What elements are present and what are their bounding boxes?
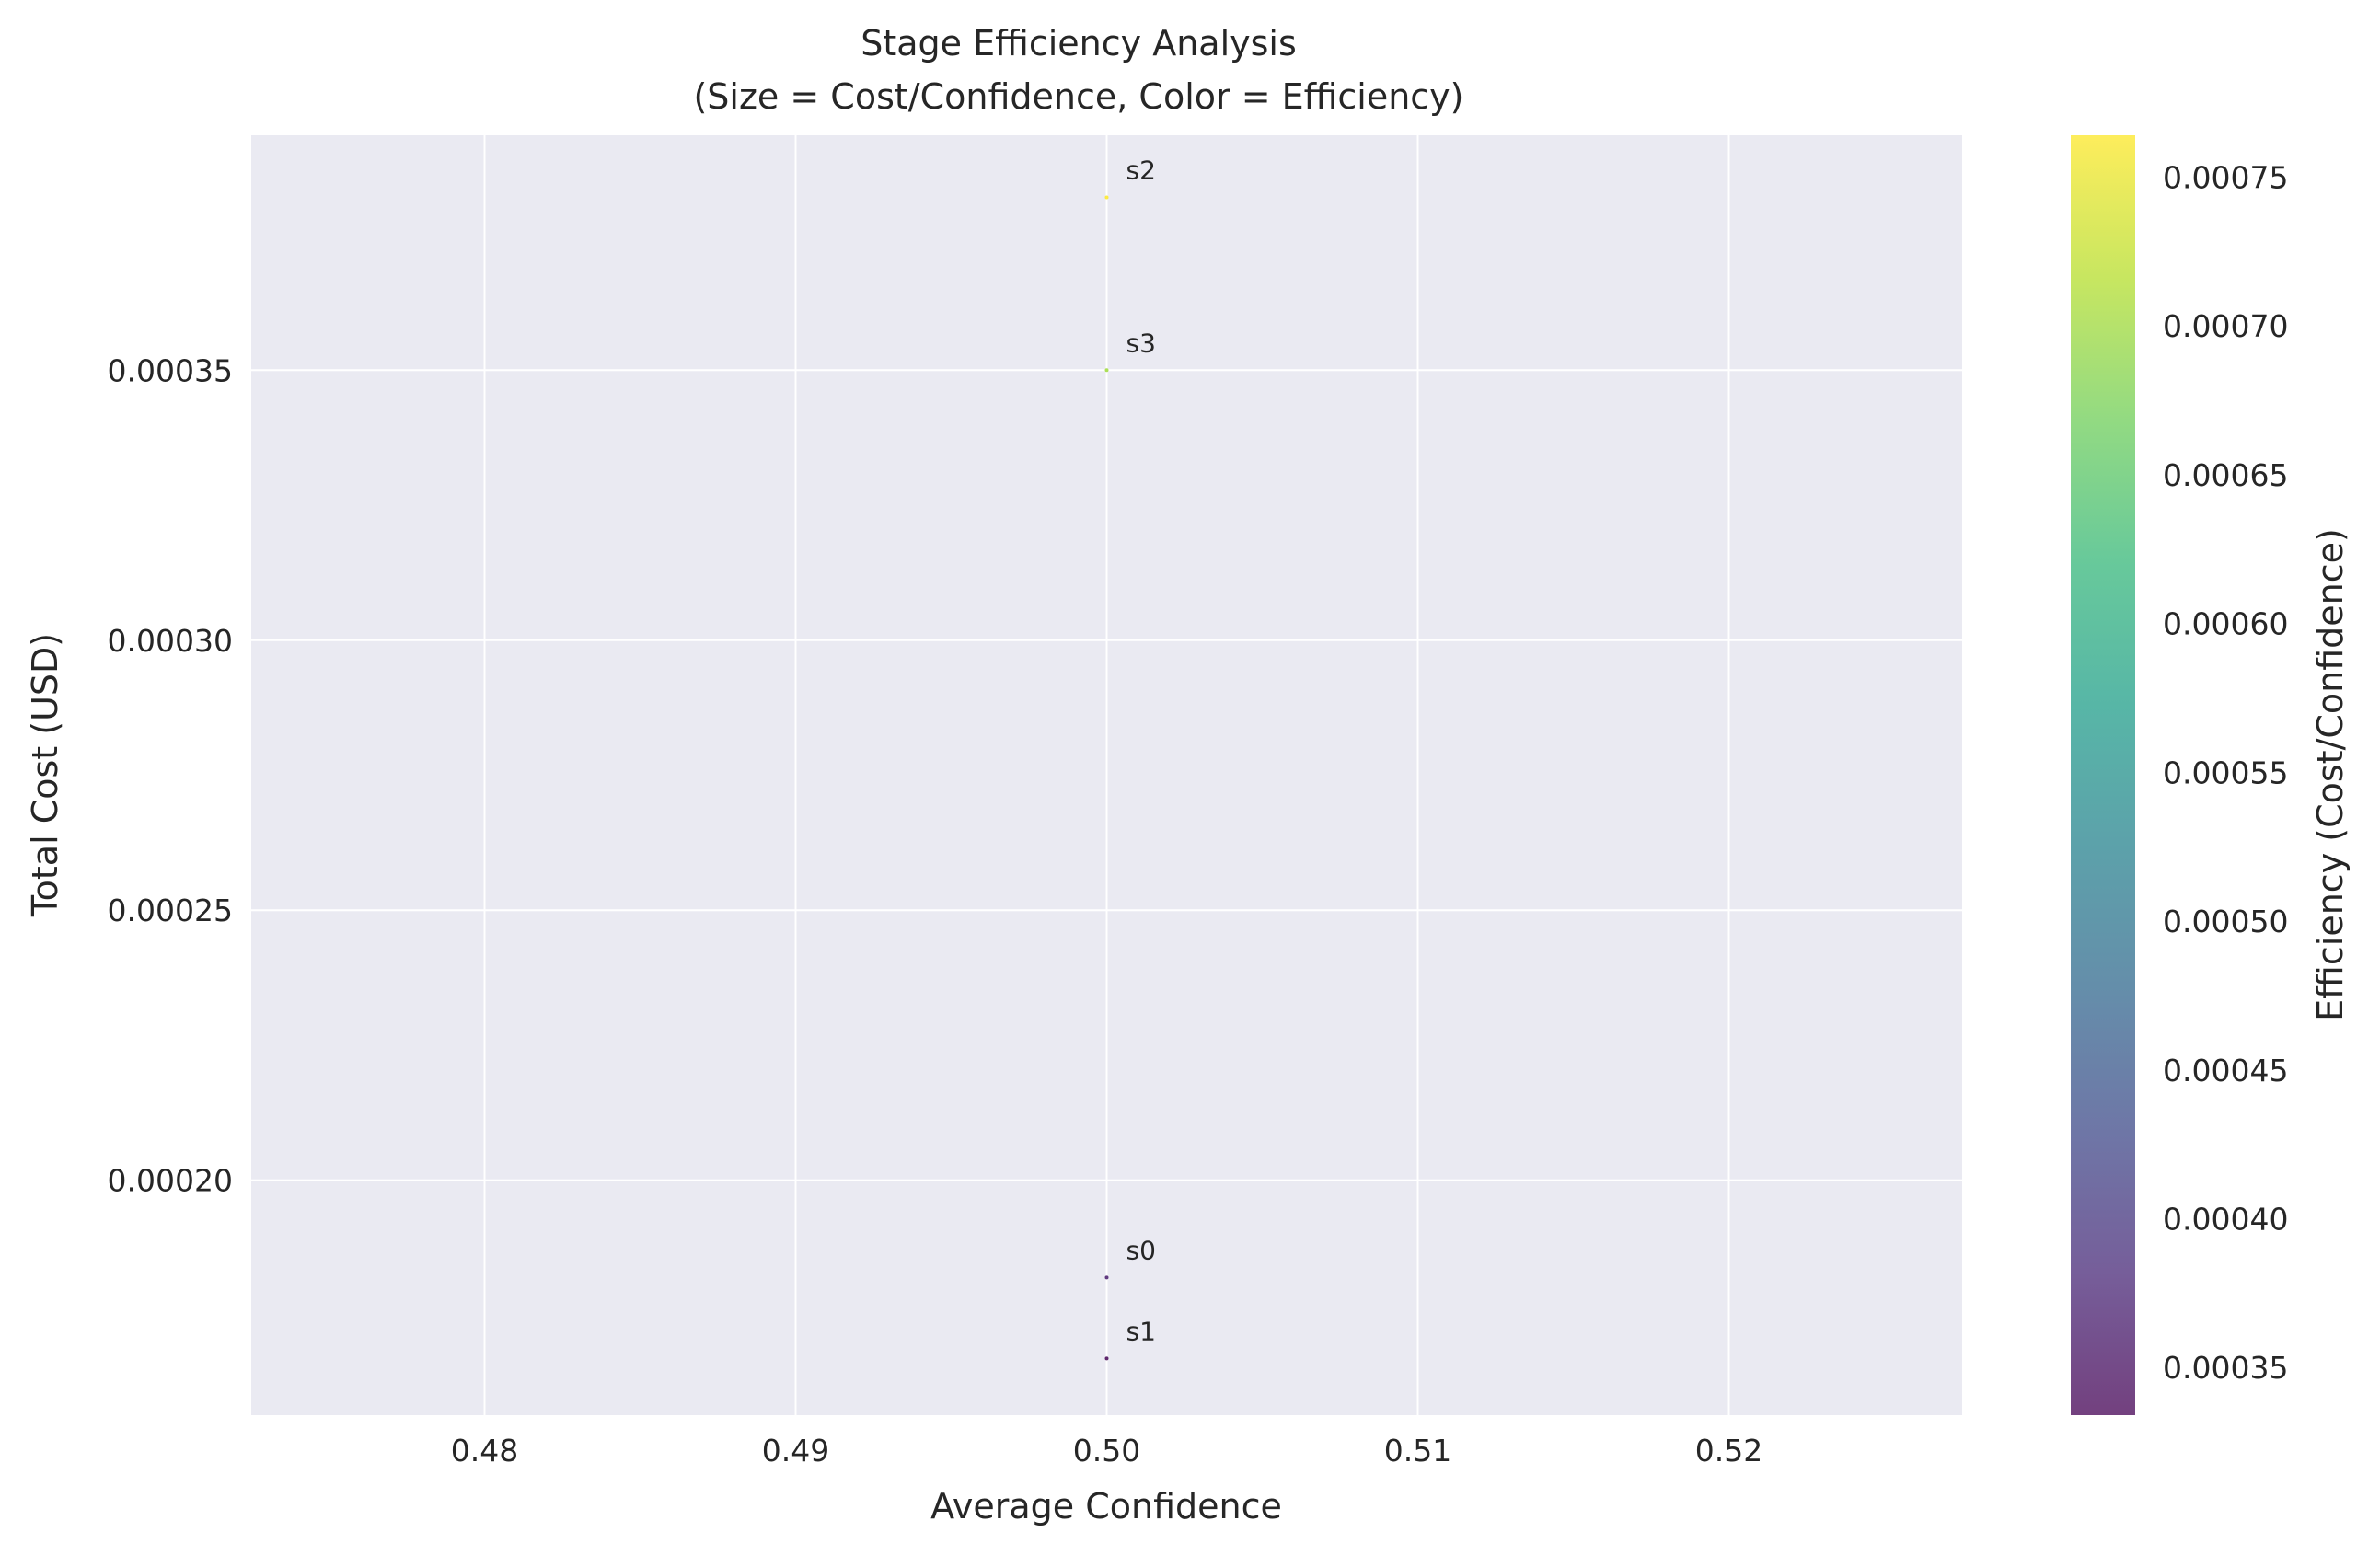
colorbar-tick-label: 0.00055	[2163, 754, 2288, 790]
grid-lines	[251, 135, 1962, 1415]
colorbar-ticks: 0.00035 0.00040 0.00045 0.00050 0.00055 0.000…	[2163, 159, 2288, 1386]
colorbar-tick-label: 0.00065	[2163, 457, 2288, 493]
colorbar	[2071, 135, 2135, 1415]
data-point-s3	[1104, 368, 1109, 373]
data-point-s1	[1104, 1356, 1109, 1361]
colorbar-tick-label: 0.00070	[2163, 308, 2288, 344]
y-axis-ticks: 0.00020 0.00025 0.00030 0.00035	[108, 352, 233, 1198]
colorbar-tick-label: 0.00075	[2163, 159, 2288, 195]
chart-subtitle: (Size = Cost/Confidence, Color = Efficie…	[693, 76, 1463, 117]
y-tick-label: 0.00025	[108, 893, 233, 928]
colorbar-tick-label: 0.00060	[2163, 606, 2288, 642]
colorbar-tick-label: 0.00045	[2163, 1053, 2288, 1088]
x-tick-label: 0.48	[451, 1433, 518, 1469]
point-label-s1: s1	[1126, 1316, 1156, 1346]
point-label-s2: s2	[1126, 155, 1156, 185]
x-tick-label: 0.49	[762, 1433, 829, 1469]
data-point-s0	[1104, 1275, 1109, 1280]
data-point-s2	[1104, 195, 1109, 200]
data-points: s0 s1 s2 s3	[1104, 155, 1156, 1361]
x-axis-label: Average Confidence	[930, 1486, 1282, 1526]
colorbar-label: Efficiency (Cost/Confidence)	[2310, 528, 2351, 1021]
point-label-s0: s0	[1126, 1235, 1156, 1265]
x-tick-label: 0.51	[1384, 1433, 1451, 1469]
colorbar-tick-label: 0.00035	[2163, 1350, 2288, 1386]
y-tick-label: 0.00035	[108, 352, 233, 388]
y-axis-label: Total Cost (USD)	[25, 633, 65, 917]
point-label-s3: s3	[1126, 328, 1156, 358]
y-tick-label: 0.00020	[108, 1163, 233, 1199]
y-tick-label: 0.00030	[108, 623, 233, 659]
chart-title: Stage Efficiency Analysis	[861, 23, 1297, 63]
colorbar-tick-label: 0.00050	[2163, 904, 2288, 939]
x-axis-ticks: 0.48 0.49 0.50 0.51 0.52	[451, 1433, 1762, 1469]
colorbar-tick-label: 0.00040	[2163, 1201, 2288, 1237]
x-tick-label: 0.50	[1073, 1433, 1140, 1469]
x-tick-label: 0.52	[1695, 1433, 1762, 1469]
